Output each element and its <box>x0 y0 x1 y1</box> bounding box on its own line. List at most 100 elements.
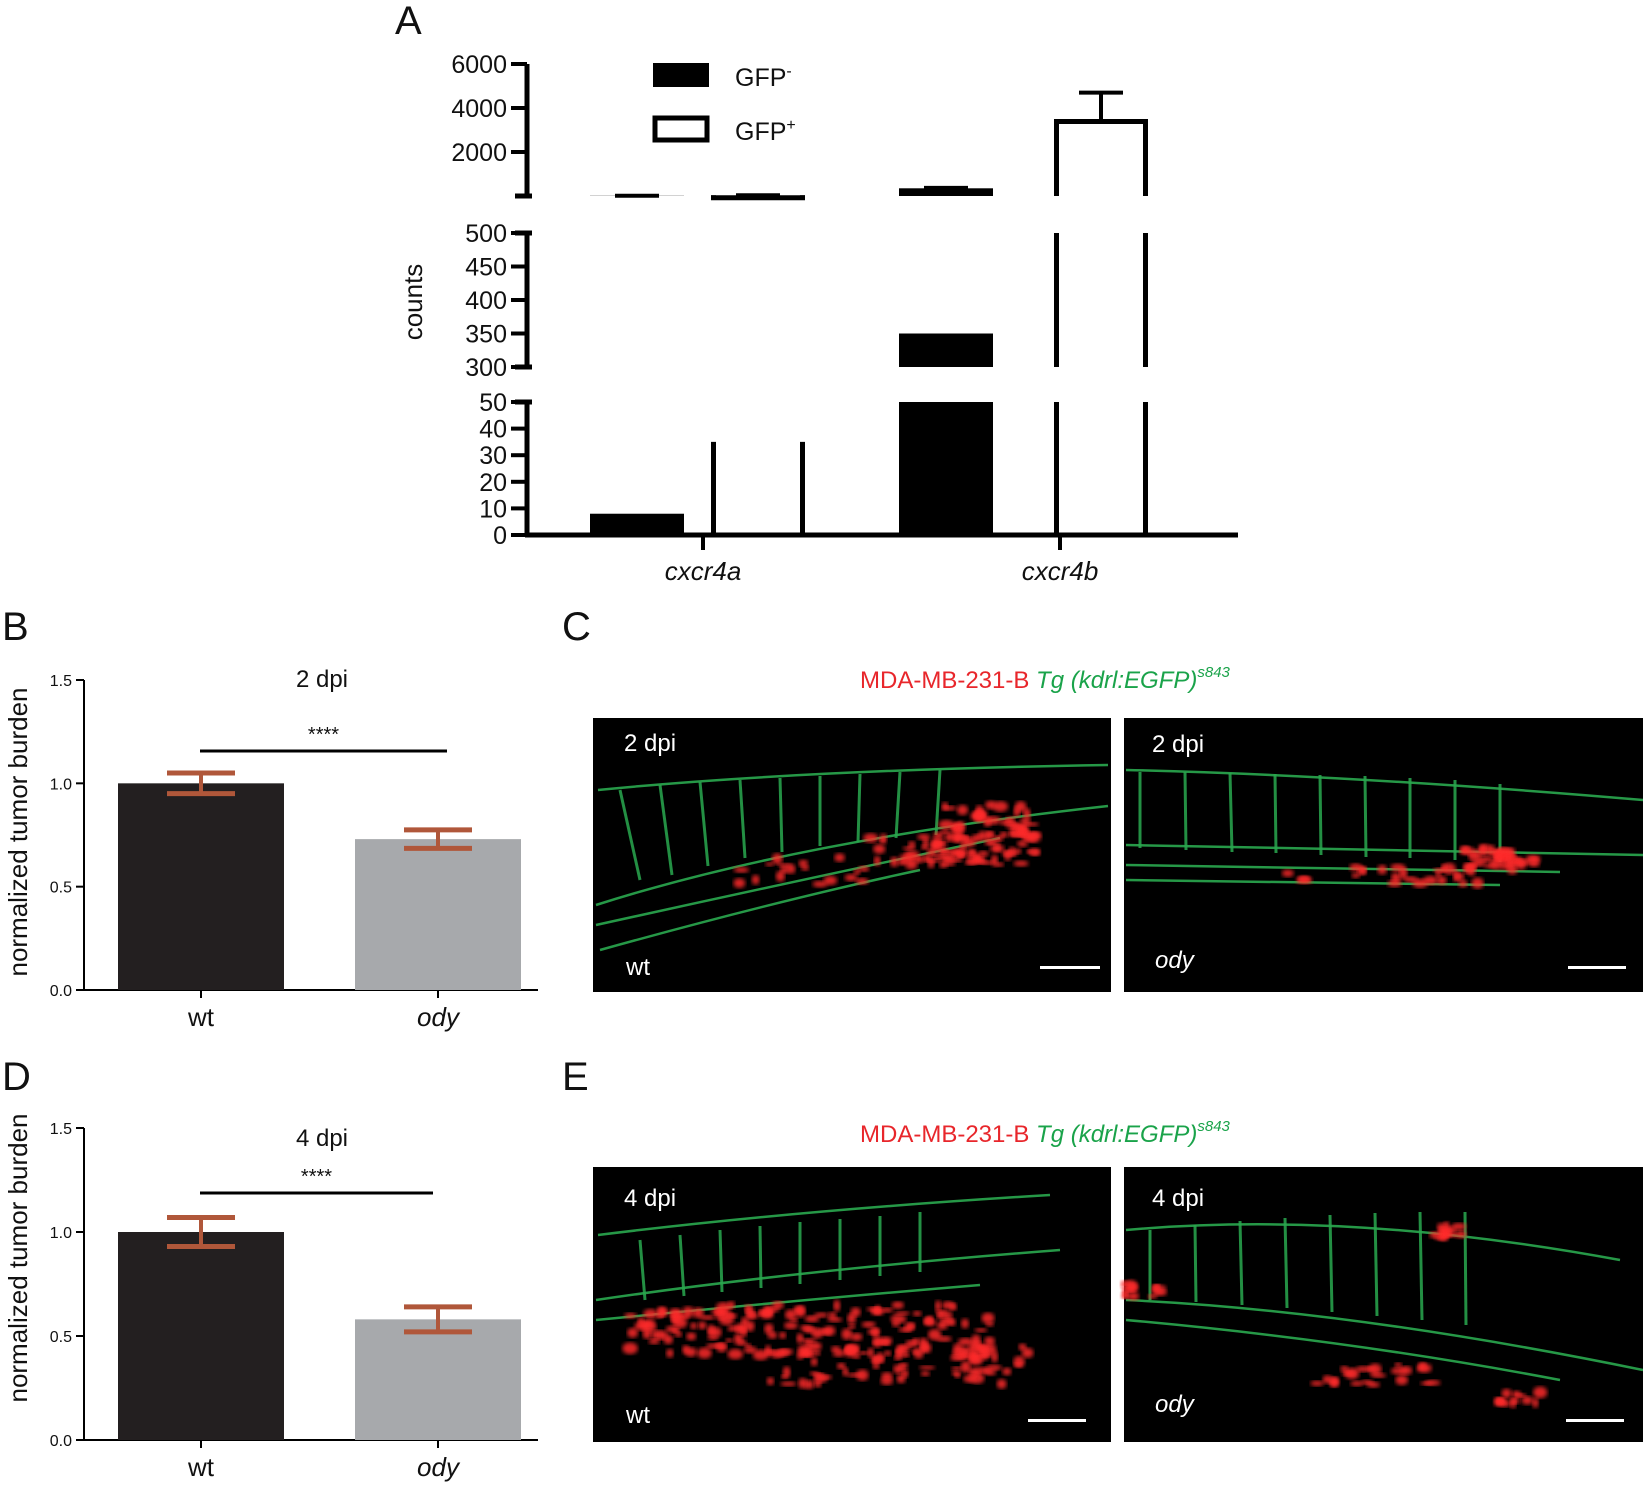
tumor-cell <box>939 854 956 861</box>
panel-label-e: E <box>562 1055 589 1099</box>
micrograph-time-label: 4 dpi <box>1152 1185 1204 1212</box>
bar-gfp-minus-cxcr4a <box>590 513 684 535</box>
tumor-cell <box>1403 876 1418 883</box>
tumor-cell <box>935 1309 947 1316</box>
tumor-cell <box>727 1313 738 1319</box>
tumor-cell <box>1377 864 1387 875</box>
tumor-cell <box>855 877 869 885</box>
micrograph-genotype-label: ody <box>1155 947 1196 974</box>
tumor-cell <box>767 1331 778 1339</box>
tumor-cell <box>1019 817 1031 826</box>
tumor-cell <box>832 1349 845 1357</box>
tumor-cell <box>1013 806 1021 818</box>
tumor-cell <box>733 1333 744 1346</box>
panel-c: C MDA-MB-231-B Tg (kdrl:EGFP)s843 2 dpi … <box>562 605 1643 992</box>
vessel <box>597 1193 1051 1237</box>
tumor-cell <box>852 1354 861 1359</box>
tumor-cell <box>991 1351 998 1363</box>
chart-b-title: 2 dpi <box>296 666 348 693</box>
tumor-cell <box>784 1309 797 1321</box>
tumor-cell <box>648 1338 660 1345</box>
micrograph-e-ody: 4 dpi ody <box>1120 1167 1643 1442</box>
y-tick-label: 0.0 <box>50 983 72 1000</box>
intersegmental-vessel <box>1328 1214 1334 1313</box>
tumor-cell <box>1310 1380 1324 1387</box>
tumor-cell <box>847 1323 856 1329</box>
tumor-cell <box>656 1313 664 1319</box>
y-tick-label: 1.0 <box>50 776 72 793</box>
vessel <box>1125 1223 1621 1262</box>
vessel <box>599 868 921 952</box>
tumor-cell <box>1330 1376 1339 1388</box>
tumor-cell <box>1509 1398 1517 1409</box>
micrograph-genotype-label: wt <box>625 954 650 981</box>
tumor-cell <box>920 1370 930 1377</box>
tumor-cell <box>976 857 987 864</box>
tumor-cell <box>780 1374 788 1379</box>
tumor-cell <box>798 859 809 868</box>
tumor-cell <box>985 1322 994 1327</box>
tumor-cell <box>999 831 1009 838</box>
tumor-cell <box>923 1317 933 1325</box>
tumor-cell <box>989 844 1005 853</box>
chart-d-plot: 0.0 0.5 1.0 1.5 wt ody **** <box>50 1121 538 1482</box>
tumor-cell <box>1013 848 1022 855</box>
tumor-cell <box>778 1331 787 1339</box>
tumor-cell <box>986 831 995 837</box>
tumor-cell <box>751 874 760 885</box>
tumor-cell <box>666 1348 674 1358</box>
tumor-cell <box>1435 870 1442 878</box>
y-tick-label: 350 <box>465 321 507 349</box>
chart-a-legend: GFP- GFP+ <box>652 63 796 146</box>
panel-c-legend: MDA-MB-231-B Tg (kdrl:EGFP)s843 <box>860 664 1231 694</box>
tumor-cell <box>853 869 861 875</box>
tumor-cell <box>706 1343 722 1349</box>
tumor-cell <box>821 1374 832 1380</box>
tumor-cell <box>936 1321 948 1330</box>
tumor-cell <box>827 1317 843 1323</box>
y-tick-label: 20 <box>479 469 507 497</box>
intersegmental-vessel <box>1228 772 1234 853</box>
tumor-cell <box>812 880 828 888</box>
tumor-cell <box>1521 1396 1533 1405</box>
y-tick-label: 450 <box>465 254 507 282</box>
tumor-cell <box>941 1301 955 1310</box>
tumor-cell <box>899 853 915 864</box>
y-tick-label: 1.5 <box>50 1121 72 1138</box>
panel-label-c: C <box>562 605 591 649</box>
legend-red-label: MDA-MB-231-B <box>860 667 1029 694</box>
tumor-cell <box>803 1326 816 1334</box>
tumor-cell <box>986 1364 1002 1371</box>
tumor-cell <box>925 858 942 863</box>
tumor-cell <box>1471 849 1482 862</box>
legend-green-label: Tg (kdrl:EGFP) <box>1036 1121 1197 1148</box>
tumor-cell <box>867 1347 874 1358</box>
tumor-cell <box>1394 1362 1403 1368</box>
intersegmental-vessel <box>1363 775 1368 858</box>
tumor-cell <box>1281 869 1294 877</box>
intersegmental-vessel <box>1193 1224 1198 1303</box>
tumor-cell <box>1442 862 1456 875</box>
tumor-cell <box>939 861 948 869</box>
tumor-cell <box>996 1378 1007 1389</box>
tumor-cell <box>809 1371 820 1376</box>
tumor-cell <box>624 1312 637 1319</box>
tumor-cell <box>898 1327 911 1333</box>
tumor-cell <box>954 835 971 840</box>
tumor-cell <box>842 1367 849 1377</box>
tumor-cell <box>968 1355 983 1366</box>
intersegmental-vessel <box>638 1239 647 1301</box>
y-tick-label: 30 <box>479 442 507 470</box>
intersegmental-vessel <box>738 779 747 859</box>
intersegmental-vessel <box>1463 1211 1468 1326</box>
tumor-cell <box>977 830 989 841</box>
bar-ody <box>355 1319 521 1440</box>
tumor-cell <box>1494 853 1506 862</box>
tumor-cell <box>1477 856 1494 863</box>
tumor-cell <box>744 1320 755 1332</box>
tumor-cell <box>743 1346 757 1354</box>
tumor-cell <box>961 837 976 848</box>
significance-stars: **** <box>301 1166 332 1188</box>
tumor-cell <box>992 801 1009 812</box>
tumor-cell <box>746 1311 759 1320</box>
